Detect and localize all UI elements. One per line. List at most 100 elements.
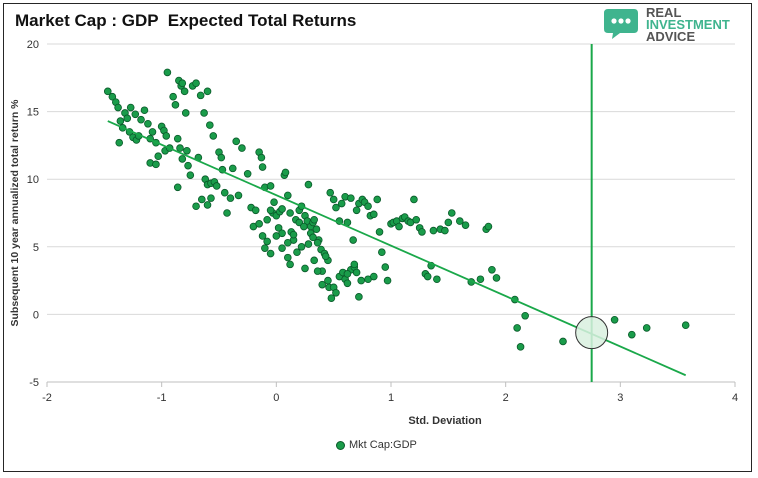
data-point bbox=[266, 182, 275, 190]
data-point bbox=[123, 114, 132, 123]
axes bbox=[46, 381, 736, 387]
data-point bbox=[349, 236, 357, 244]
data-point bbox=[304, 240, 313, 248]
data-point bbox=[429, 226, 438, 235]
gridlines bbox=[47, 43, 735, 315]
data-point bbox=[206, 121, 214, 129]
data-point bbox=[281, 168, 290, 177]
data-point bbox=[433, 275, 441, 284]
data-point bbox=[278, 244, 286, 252]
data-point bbox=[461, 221, 470, 229]
data-points bbox=[103, 68, 690, 351]
data-point bbox=[627, 330, 636, 339]
data-point bbox=[203, 201, 212, 209]
data-point bbox=[444, 218, 453, 227]
data-point bbox=[441, 226, 449, 235]
data-point bbox=[184, 161, 192, 170]
x-tick-label: 4 bbox=[732, 392, 738, 404]
data-point bbox=[383, 276, 392, 285]
legend-label: Mkt Cap:GDP bbox=[349, 439, 417, 451]
data-point bbox=[116, 117, 125, 125]
data-point bbox=[258, 163, 267, 171]
data-point bbox=[357, 276, 365, 285]
data-point bbox=[347, 194, 355, 202]
x-tick-label: 3 bbox=[617, 392, 623, 404]
x-tick-label: 0 bbox=[273, 392, 279, 404]
data-point bbox=[488, 265, 496, 274]
data-point bbox=[286, 209, 294, 217]
data-point bbox=[180, 87, 189, 96]
data-point bbox=[423, 272, 432, 281]
data-point bbox=[131, 110, 140, 119]
data-point bbox=[270, 198, 278, 206]
data-point bbox=[220, 188, 229, 197]
x-axis-label: Std. Deviation bbox=[408, 415, 482, 427]
data-point bbox=[152, 160, 160, 169]
data-point bbox=[154, 152, 163, 161]
brand-line-3: ADVICE bbox=[646, 29, 696, 44]
data-point bbox=[192, 202, 200, 211]
data-point bbox=[327, 294, 336, 302]
data-point bbox=[209, 132, 218, 140]
data-point bbox=[148, 128, 157, 136]
data-point bbox=[163, 68, 172, 77]
data-point bbox=[369, 272, 378, 281]
overlays bbox=[107, 44, 687, 382]
data-point bbox=[642, 324, 651, 332]
data-point bbox=[228, 164, 237, 173]
data-point bbox=[369, 210, 378, 219]
y-axis-label: Subsequent 10 year annualized total retu… bbox=[9, 99, 21, 327]
data-point bbox=[521, 311, 529, 320]
data-point bbox=[238, 144, 246, 152]
data-point bbox=[169, 92, 177, 101]
data-point bbox=[266, 206, 275, 215]
data-point bbox=[375, 228, 384, 236]
data-point bbox=[293, 248, 301, 257]
y-tick-label: 15 bbox=[27, 107, 39, 119]
data-point bbox=[108, 92, 117, 101]
data-point bbox=[263, 215, 271, 224]
data-point bbox=[310, 215, 318, 224]
chart-title: Market Cap : GDP Expected Total Returns bbox=[15, 11, 357, 30]
data-point bbox=[257, 153, 266, 162]
data-point bbox=[352, 268, 361, 277]
data-point bbox=[192, 79, 200, 88]
data-point bbox=[332, 203, 340, 212]
data-point bbox=[234, 191, 243, 200]
data-point bbox=[492, 274, 501, 282]
data-point bbox=[283, 238, 292, 247]
data-point bbox=[115, 138, 124, 147]
data-point bbox=[309, 233, 317, 242]
data-point bbox=[301, 264, 309, 273]
data-point bbox=[324, 276, 332, 285]
brand-line-2: INVESTMENT bbox=[646, 17, 730, 32]
data-point bbox=[313, 238, 322, 247]
data-point bbox=[297, 243, 306, 251]
data-point bbox=[173, 183, 182, 192]
data-point bbox=[274, 224, 283, 232]
data-point bbox=[418, 228, 426, 236]
data-point bbox=[126, 103, 135, 112]
data-point bbox=[203, 87, 212, 96]
data-point bbox=[278, 205, 286, 213]
data-point bbox=[343, 279, 352, 288]
brand-line-1: REAL bbox=[646, 5, 682, 20]
speech-bubble-icon bbox=[604, 9, 638, 39]
data-point bbox=[217, 153, 226, 162]
data-point bbox=[310, 256, 318, 265]
data-point bbox=[610, 316, 619, 324]
data-point bbox=[313, 267, 322, 275]
data-point bbox=[516, 343, 525, 351]
data-point bbox=[350, 260, 359, 269]
data-point bbox=[171, 101, 180, 109]
data-point bbox=[355, 293, 363, 301]
data-point bbox=[103, 87, 112, 96]
data-point bbox=[447, 209, 456, 217]
data-point bbox=[198, 195, 206, 204]
data-point bbox=[289, 230, 298, 239]
data-point bbox=[223, 209, 231, 217]
data-point bbox=[283, 253, 292, 262]
data-point bbox=[114, 103, 122, 112]
data-point bbox=[364, 202, 372, 211]
